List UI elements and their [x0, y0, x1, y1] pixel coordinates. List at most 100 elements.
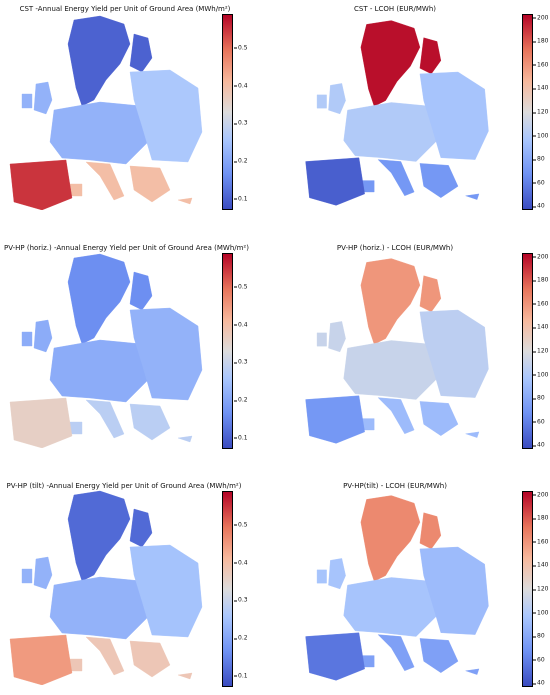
colorbar-tick-label: 160 — [532, 61, 549, 69]
region-east — [129, 544, 203, 638]
region-north — [67, 253, 131, 345]
region-south-2 — [362, 180, 375, 193]
region-central-2 — [21, 93, 33, 109]
region-south-3 — [177, 672, 193, 680]
colorbar-tick-label: 200 — [532, 253, 549, 261]
colorbar-ticks: 40 60 80 100 120 140 160 180 200 — [532, 253, 550, 449]
colorbar-tick-label: 0.1 — [234, 195, 248, 203]
colorbar — [222, 14, 233, 210]
panel-pvhp-tilt-lcoh: PV-HP(tilt) - LCOH (EUR/MWh) 40 60 80 100 12… — [275, 473, 550, 695]
colorbar — [222, 253, 233, 449]
region-central-2 — [316, 332, 327, 347]
region-south-3 — [465, 668, 480, 675]
colorbar-tick-label: 60 — [533, 179, 545, 187]
panel-pvhp-tilt-yield: PV-HP (tilt) -Annual Energy Yield per Un… — [0, 473, 275, 695]
region-central-1 — [33, 81, 53, 115]
region-iberia — [9, 397, 73, 448]
europe-map — [305, 20, 489, 206]
colorbar-tick-label: 140 — [532, 84, 549, 92]
colorbar-tick-label: 0.3 — [234, 119, 248, 127]
europe-map — [305, 258, 489, 444]
colorbar-tick-label: 100 — [532, 609, 549, 617]
region-central — [343, 577, 438, 637]
region-south-3 — [465, 431, 480, 438]
region-south-2 — [362, 418, 375, 431]
colorbar-tick-label: 140 — [532, 561, 549, 569]
colorbar — [522, 253, 533, 449]
panel-title: CST -Annual Energy Yield per Unit of Gro… — [19, 5, 231, 13]
region-south-3 — [177, 197, 193, 205]
colorbar-tick-label: 180 — [532, 514, 549, 522]
colorbar-tick-label: 160 — [532, 300, 549, 308]
colorbar-tick-label: 0.4 — [234, 321, 248, 329]
colorbar-tick-label: 0.4 — [234, 82, 248, 90]
region-south-1 — [419, 401, 459, 436]
europe-map — [9, 253, 203, 448]
region-central — [343, 102, 438, 162]
region-east — [419, 71, 489, 160]
colorbar-tick-label: 0.5 — [234, 521, 248, 529]
region-central-1 — [328, 83, 346, 115]
region-north — [67, 490, 131, 582]
colorbar-tick-label: 0.5 — [234, 44, 248, 52]
region-iberia — [305, 395, 365, 444]
colorbar-tick-label: 200 — [532, 491, 549, 499]
colorbar-ticks: 0.1 0.2 0.3 0.4 0.5 — [234, 14, 264, 210]
panel-title: PV-HP (horiz.) -Annual Energy Yield per … — [4, 244, 249, 252]
region-north-1 — [419, 37, 442, 75]
colorbar-tick-label: 80 — [533, 394, 545, 402]
colorbar-tick-label: 100 — [532, 371, 549, 379]
region-south-1 — [419, 163, 459, 198]
region-south-1 — [129, 640, 171, 678]
colorbar-ticks: 0.1 0.2 0.3 0.4 0.5 — [234, 491, 264, 687]
region-north-1 — [419, 275, 442, 313]
colorbar-tick-label: 0.2 — [234, 396, 248, 404]
colorbar-tick-label: 0.5 — [234, 283, 248, 291]
region-south — [377, 159, 415, 197]
colorbar-tick-label: 40 — [533, 679, 545, 687]
colorbar-tick-label: 120 — [532, 108, 549, 116]
colorbar-tick-label: 140 — [532, 323, 549, 331]
region-south-3 — [465, 193, 480, 200]
region-central-1 — [328, 558, 346, 590]
region-central — [343, 340, 438, 400]
region-north-1 — [129, 33, 153, 73]
region-iberia — [305, 157, 365, 206]
panel-title: CST - LCOH (EUR/MWh) — [354, 5, 436, 13]
region-iberia — [305, 632, 365, 681]
colorbar-tick-label: 40 — [533, 441, 545, 449]
colorbar-tick-label: 0.1 — [234, 434, 248, 442]
region-iberia — [9, 159, 73, 210]
panel-cst-lcoh: CST - LCOH (EUR/MWh) 40 60 80 100 120 140 160 1… — [275, 0, 550, 228]
region-north — [360, 258, 421, 345]
region-east — [129, 69, 203, 163]
colorbar-tick-label: 120 — [532, 585, 549, 593]
region-east — [419, 309, 489, 398]
europe-map — [9, 15, 203, 210]
region-central — [49, 576, 149, 640]
region-central-1 — [33, 319, 53, 353]
region-south — [377, 397, 415, 435]
region-south-1 — [129, 165, 171, 203]
region-north — [360, 495, 421, 582]
colorbar — [522, 14, 533, 210]
region-south-2 — [69, 658, 83, 672]
colorbar-tick-label: 60 — [533, 418, 545, 426]
colorbar-tick-label: 0.1 — [234, 672, 248, 680]
colorbar-tick-label: 80 — [533, 155, 545, 163]
colorbar-tick-label: 0.3 — [234, 358, 248, 366]
panel-title: PV-HP(tilt) - LCOH (EUR/MWh) — [343, 482, 447, 490]
colorbar-tick-label: 0.4 — [234, 559, 248, 567]
colorbar-tick-label: 80 — [533, 632, 545, 640]
europe-map — [9, 490, 203, 685]
colorbar-ticks: 0.1 0.2 0.3 0.4 0.5 — [234, 253, 264, 449]
region-north — [360, 20, 421, 107]
colorbar-ticks: 40 60 80 100 120 140 160 180 200 — [532, 14, 550, 210]
region-north-1 — [419, 512, 442, 550]
colorbar-tick-label: 0.3 — [234, 596, 248, 604]
colorbar-tick-label: 180 — [532, 37, 549, 45]
panel-pvhp-horiz-lcoh: PV-HP (horiz.) - LCOH (EUR/MWh) 40 60 80 10… — [275, 236, 550, 458]
colorbar-tick-label: 100 — [532, 132, 549, 140]
region-central-2 — [21, 568, 33, 584]
region-south — [377, 634, 415, 672]
